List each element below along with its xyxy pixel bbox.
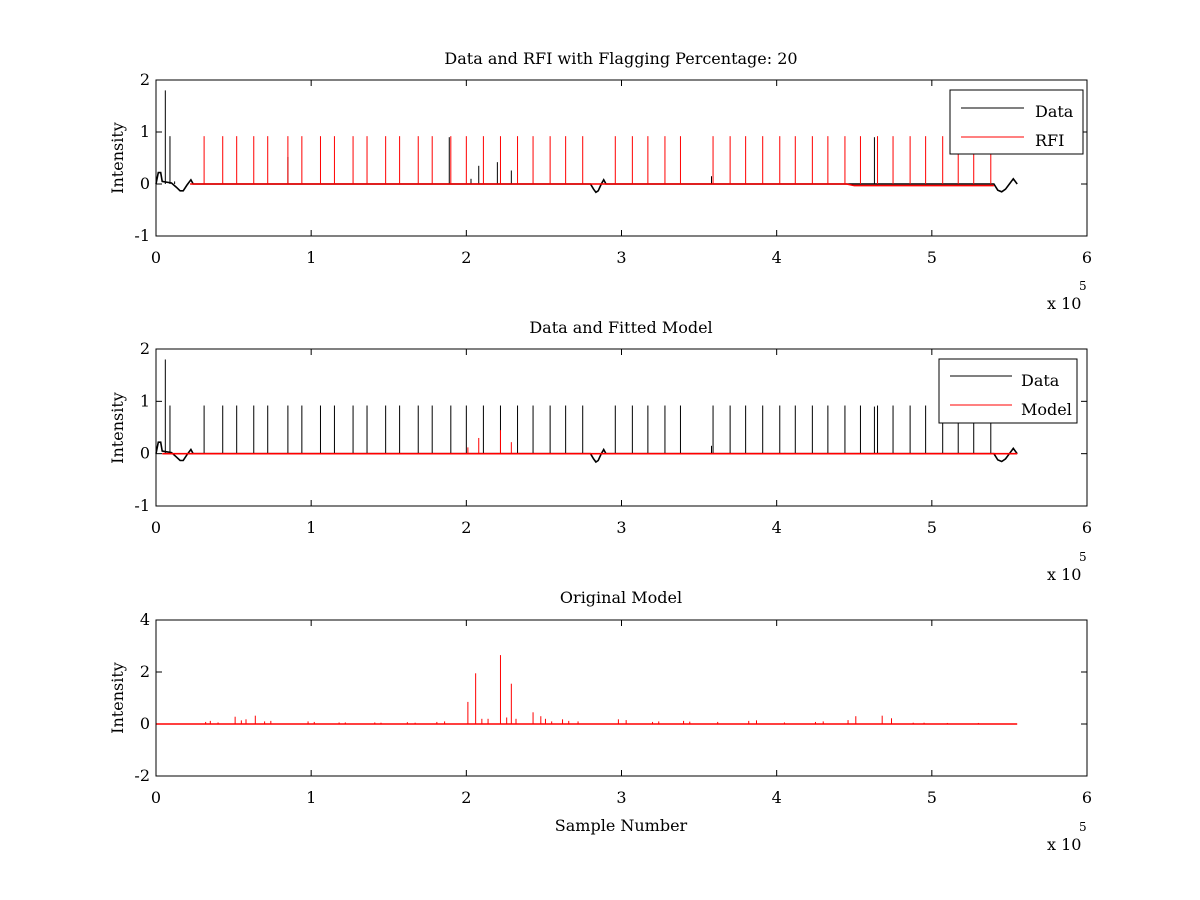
series-layer — [155, 90, 1018, 194]
x-tick-label: 1 — [306, 248, 316, 267]
y-axis-label: Intensity — [108, 122, 127, 194]
data-baseline-line — [155, 171, 1018, 194]
x-tick-label: 3 — [616, 248, 626, 267]
x-multiplier-exponent: 5 — [1079, 279, 1087, 293]
subplot-3: Original Model Intensity Sample Number 0… — [108, 588, 1092, 854]
y-tick-label: 0 — [140, 714, 150, 733]
x-tick-label: 6 — [1082, 518, 1092, 537]
y-tick-label: -1 — [134, 496, 150, 515]
x-tick-label: 4 — [772, 248, 782, 267]
legend-label-data: Data — [1035, 102, 1074, 121]
legend-label-data: Data — [1021, 371, 1060, 390]
x-tick-label: 0 — [151, 248, 161, 267]
legend: Data RFI — [949, 89, 1084, 155]
subplot-1: Data and RFI with Flagging Percentage: 2… — [108, 49, 1092, 313]
x-multiplier-exponent: 5 — [1079, 550, 1087, 564]
legend-box — [949, 89, 1084, 155]
x-tick-label: 4 — [772, 518, 782, 537]
legend-label-model: Model — [1021, 400, 1072, 419]
x-tick-label: 3 — [616, 518, 626, 537]
x-tick-label: 0 — [151, 788, 161, 807]
x-tick-label: 1 — [306, 518, 316, 537]
y-tick-label: 4 — [140, 610, 150, 629]
x-tick-label: 1 — [306, 788, 316, 807]
x-tick-label: 3 — [616, 788, 626, 807]
x-tick-label: 5 — [927, 788, 937, 807]
legend: Data Model — [938, 358, 1078, 424]
plot-area — [156, 80, 1087, 236]
y-tick-label: 1 — [140, 122, 150, 141]
plot-area — [156, 620, 1087, 776]
x-multiplier: x 10 — [1047, 565, 1081, 584]
x-tick-label: 5 — [927, 518, 937, 537]
axes-box — [155, 619, 1088, 777]
x-multiplier-base: x 10 — [1047, 565, 1081, 584]
plot-area — [156, 349, 1087, 506]
axes-box — [155, 79, 1088, 237]
x-tick-label: 6 — [1082, 788, 1092, 807]
x-multiplier-base: x 10 — [1047, 294, 1081, 313]
plot-title: Data and Fitted Model — [529, 318, 712, 337]
y-tick-label: 1 — [140, 391, 150, 410]
x-tick-label: 6 — [1082, 248, 1092, 267]
x-multiplier-exponent: 5 — [1079, 820, 1087, 834]
y-tick-label: 2 — [140, 662, 150, 681]
data-baseline-line — [155, 441, 1018, 464]
x-tick-label: 5 — [927, 248, 937, 267]
x-tick-label: 4 — [772, 788, 782, 807]
y-tick-label: 2 — [140, 339, 150, 358]
plot-title: Original Model — [560, 588, 682, 607]
y-tick-label: 2 — [140, 70, 150, 89]
legend-label-rfi: RFI — [1035, 131, 1064, 150]
y-tick-label: -2 — [134, 766, 150, 785]
x-axis-label: Sample Number — [555, 816, 688, 835]
rfi-baseline-line — [190, 183, 994, 187]
x-multiplier: x 10 — [1047, 294, 1081, 313]
y-tick-label: 0 — [140, 444, 150, 463]
x-tick-label: 2 — [461, 518, 471, 537]
series-layer — [155, 359, 1018, 464]
y-tick-label: -1 — [134, 226, 150, 245]
y-tick-label: 0 — [140, 174, 150, 193]
x-multiplier: x 10 — [1047, 835, 1081, 854]
legend-box — [938, 358, 1078, 424]
subplot-2: Data and Fitted Model Intensity 0 1 2 3 4 5 6 -… — [108, 318, 1092, 584]
series-layer — [156, 655, 1018, 725]
x-multiplier-base: x 10 — [1047, 835, 1081, 854]
x-tick-label: 2 — [461, 248, 471, 267]
y-axis-label: Intensity — [108, 392, 127, 464]
x-tick-label: 0 — [151, 518, 161, 537]
x-tick-label: 2 — [461, 788, 471, 807]
y-axis-label: Intensity — [108, 662, 127, 734]
plot-title: Data and RFI with Flagging Percentage: 2… — [444, 49, 797, 68]
axes-box — [155, 348, 1088, 507]
